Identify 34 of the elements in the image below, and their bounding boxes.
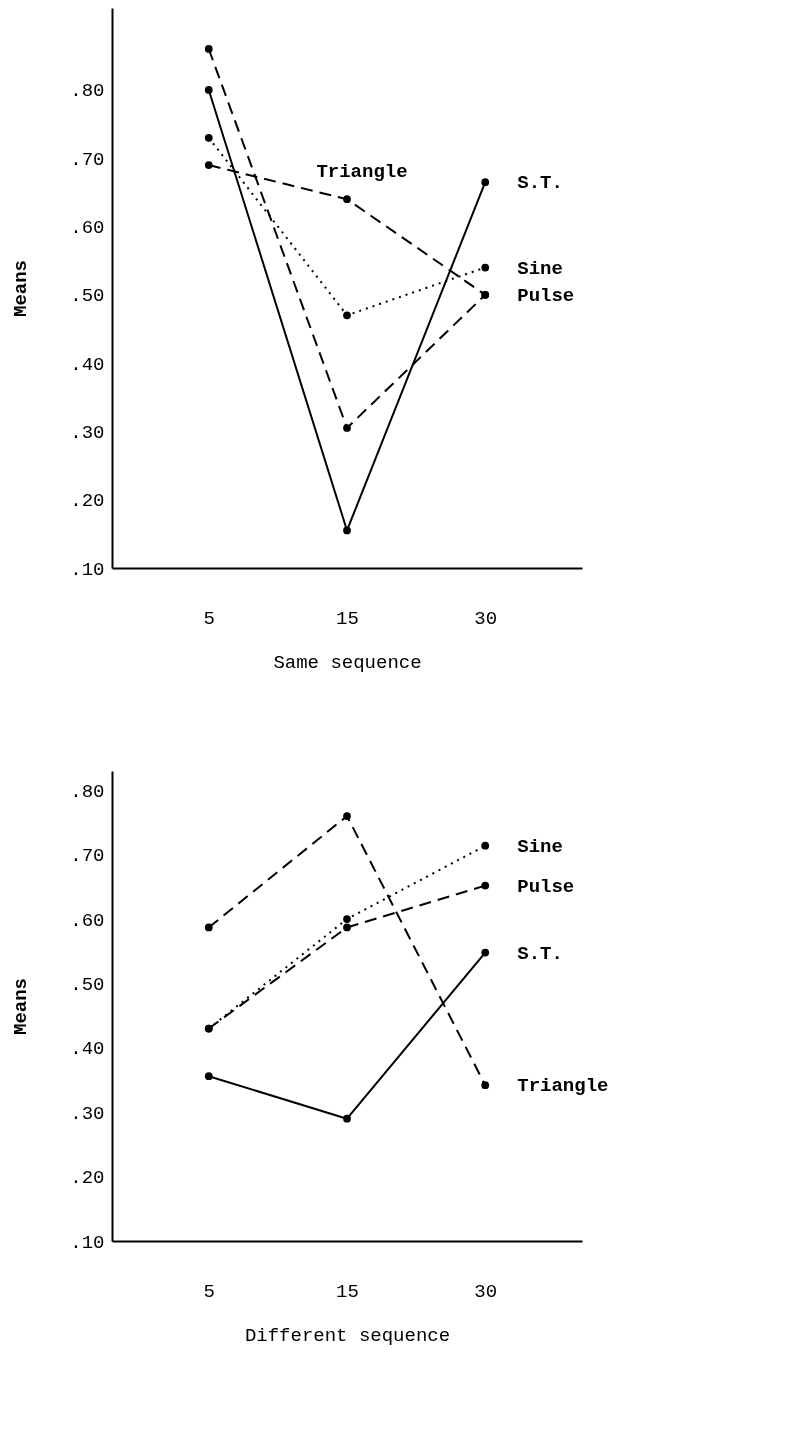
x-axis-title: Same sequence (273, 651, 422, 674)
y-tick-label: .30 (70, 1102, 105, 1125)
y-tick-label: .10 (70, 1231, 105, 1254)
series-label: Sine (517, 257, 563, 280)
y-tick-label: .50 (70, 285, 105, 308)
x-tick-label: 5 (203, 607, 215, 630)
x-tick-label: 5 (203, 1280, 215, 1303)
series-label: S.T. (517, 172, 563, 195)
series-label: Sine (517, 835, 563, 858)
y-tick-label: .40 (70, 353, 105, 376)
series-label: Pulse (517, 284, 575, 307)
x-tick-label: 15 (336, 607, 359, 630)
series-label: Triangle (517, 1075, 609, 1098)
y-axis-title: Means (10, 259, 33, 318)
y-tick-label: .40 (70, 1038, 105, 1061)
x-axis-title: Different sequence (244, 1324, 451, 1347)
y-tick-label: .10 (70, 558, 105, 581)
x-tick-label: 30 (474, 607, 498, 630)
series-label: Pulse (517, 875, 575, 898)
series-label: Triangle (316, 161, 408, 184)
y-tick-label: .50 (70, 973, 105, 996)
y-tick-label: .20 (70, 1167, 105, 1190)
x-tick-label: 15 (336, 1280, 359, 1303)
y-tick-label: .80 (70, 80, 105, 103)
series-label: S.T. (517, 942, 563, 965)
y-tick-label: .60 (70, 909, 105, 932)
y-tick-label: .20 (70, 490, 105, 513)
y-tick-label: .70 (70, 845, 105, 868)
y-tick-label: .60 (70, 217, 105, 240)
y-axis-title: Means (10, 977, 33, 1036)
x-tick-label: 30 (474, 1280, 498, 1303)
y-tick-label: .70 (70, 148, 105, 171)
y-tick-label: .30 (70, 421, 105, 444)
y-tick-label: .80 (70, 780, 105, 803)
